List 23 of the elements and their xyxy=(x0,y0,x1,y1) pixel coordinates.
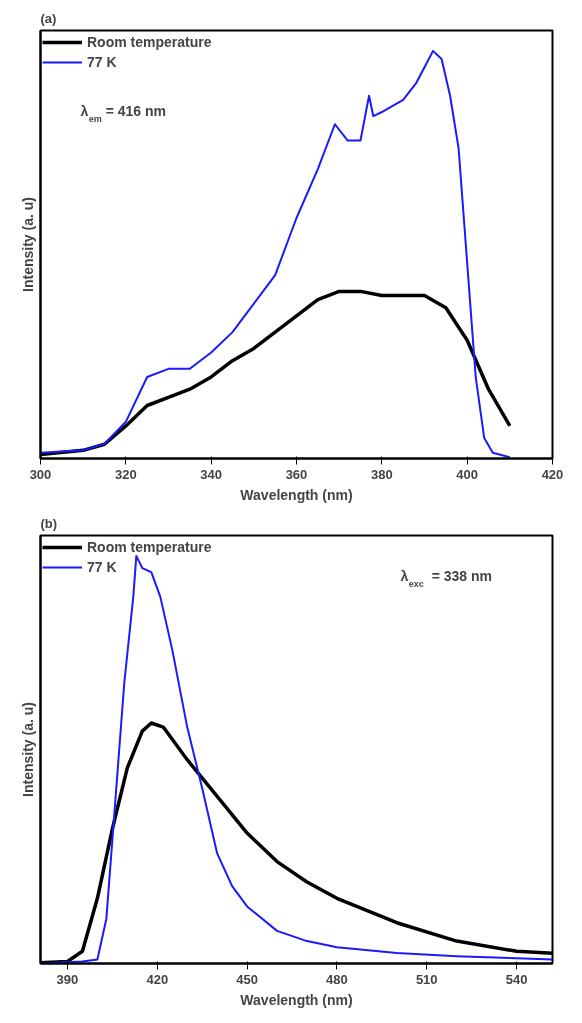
x-tick-label: 420 xyxy=(146,971,169,987)
legend-label: Room temperature xyxy=(87,34,212,50)
x-tick-label: 390 xyxy=(56,971,79,987)
x-tick-label: 380 xyxy=(370,466,393,482)
x-axis-title: Wavelength (nm) xyxy=(240,991,353,1008)
chart-title: (b) xyxy=(40,515,58,531)
x-tick-label: 400 xyxy=(456,466,479,482)
chart-title: (a) xyxy=(40,10,57,26)
x-tick-label: 480 xyxy=(326,971,348,987)
x-tick-label: 340 xyxy=(200,466,223,482)
x-tick-label: 360 xyxy=(285,466,308,482)
x-tick-label: 300 xyxy=(29,466,52,482)
legend-label: 77 K xyxy=(87,559,117,575)
x-axis-title: Wavelength (nm) xyxy=(240,486,353,503)
x-tick-label: 320 xyxy=(114,466,137,482)
x-tick-label: 540 xyxy=(505,971,528,987)
y-axis-title: Intensity (a. u) xyxy=(19,702,36,797)
x-tick-label: 450 xyxy=(236,971,258,987)
legend-label: 77 K xyxy=(87,54,117,70)
x-tick-label: 510 xyxy=(415,971,438,987)
legend-label: Room temperature xyxy=(87,539,212,555)
x-tick-label: 420 xyxy=(541,466,564,482)
y-axis-title: Intensity (a. u) xyxy=(19,197,36,292)
